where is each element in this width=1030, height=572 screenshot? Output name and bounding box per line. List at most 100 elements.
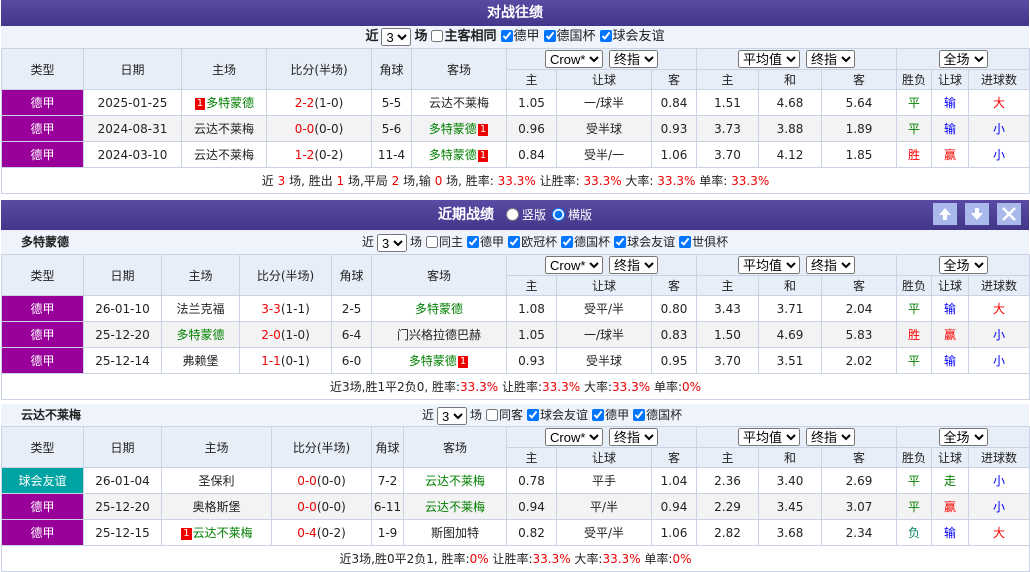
view-option[interactable]: 竖版 — [500, 208, 546, 222]
odds-select[interactable]: 终指 — [609, 50, 658, 68]
odds-select[interactable]: 平均值 — [738, 256, 800, 274]
odds-select[interactable]: 终指 — [806, 428, 855, 446]
odds-select[interactable]: 终指 — [609, 428, 658, 446]
view-options: 竖版 横版 — [500, 208, 592, 222]
corners: 11-4 — [371, 141, 412, 168]
checkbox[interactable] — [426, 236, 439, 248]
full-score: 2-0 — [261, 327, 281, 342]
count-select[interactable]: 3 — [381, 27, 412, 46]
odds: 3.73 — [696, 115, 759, 142]
away-name: 多特蒙德 — [428, 148, 477, 162]
odds-select[interactable]: 全场 — [938, 50, 988, 68]
result: 大 — [968, 295, 1030, 322]
home-name: 法兰克福 — [176, 302, 225, 316]
half-score: (0-0) — [316, 473, 346, 488]
summary: 近3场,胜0平2负1, 胜率:0% 让胜率:33.3% 大率:33.3% 单率:… — [0, 545, 1030, 572]
summary-row: 近 3 场, 胜出 1 场,平局 2 场,输 0 场, 胜率: 33.3% 让胜… — [0, 167, 1030, 194]
move-down-button[interactable] — [965, 203, 989, 225]
odds-group-header: 平均值 终指 — [695, 254, 898, 276]
summary-part: 0% — [681, 380, 702, 394]
team-row: 云达不莱梅 近 3 场 同客 球会友谊 德甲 德国杯 — [1, 404, 1029, 426]
odds-select[interactable]: 终指 — [806, 50, 855, 68]
score: 1-2(0-2) — [266, 141, 372, 168]
score: 0-0(0-0) — [271, 467, 372, 494]
filter-check[interactable]: 德甲 — [588, 408, 629, 422]
sub-column-header: 主 — [696, 69, 759, 90]
filter-check[interactable]: 德国杯 — [629, 408, 682, 422]
away-name: 多特蒙德 — [408, 354, 457, 368]
odds: 1.05 — [506, 321, 557, 348]
close-button[interactable] — [997, 203, 1021, 225]
filter-check[interactable]: 球会友谊 — [596, 29, 665, 44]
odds: 一/球半 — [556, 89, 652, 116]
odds-select[interactable]: 平均值 — [738, 428, 800, 446]
summary-part: 33.3% — [583, 174, 622, 188]
count-select[interactable]: 3 — [377, 233, 408, 252]
sub-column-header: 进球数 — [968, 447, 1030, 468]
odds-select[interactable]: 平均值 — [738, 50, 800, 68]
radio[interactable] — [552, 208, 565, 221]
checkbox[interactable] — [592, 409, 605, 421]
count-select[interactable]: 3 — [437, 406, 468, 425]
summary-part: 0 — [434, 174, 443, 188]
move-up-button[interactable] — [933, 203, 957, 225]
result: 负 — [896, 519, 933, 546]
odds: 0.78 — [506, 467, 557, 494]
filter-check[interactable]: 德甲 — [463, 235, 504, 249]
match-type: 球会友谊 — [1, 467, 84, 494]
filter-check[interactable]: 世俱杯 — [675, 235, 728, 249]
filter-check[interactable]: 德甲 — [497, 29, 540, 44]
team-badge: 1 — [457, 356, 469, 368]
sub-column-header: 让球 — [556, 69, 652, 90]
checkbox[interactable] — [486, 409, 499, 421]
check-label: 德国杯 — [556, 29, 596, 44]
odds: 4.68 — [758, 89, 822, 116]
result: 平 — [896, 115, 933, 142]
odds-select[interactable]: Crow* — [545, 428, 603, 446]
odds-select[interactable]: Crow* — [545, 50, 603, 68]
filter-check[interactable]: 主客相同 — [427, 29, 497, 44]
checkbox[interactable] — [467, 236, 480, 248]
odds: 3.70 — [696, 141, 759, 168]
filter-check[interactable]: 德国杯 — [540, 29, 596, 44]
radio[interactable] — [505, 208, 519, 221]
filter-check[interactable]: 欧冠杯 — [504, 235, 557, 249]
filter-check[interactable]: 球会友谊 — [523, 408, 588, 422]
odds: 4.69 — [758, 321, 822, 348]
checkbox[interactable] — [543, 30, 556, 42]
checkbox[interactable] — [561, 236, 574, 248]
checkbox[interactable] — [599, 30, 612, 42]
filter-check[interactable]: 球会友谊 — [610, 235, 675, 249]
checkbox[interactable] — [633, 409, 646, 421]
corners: 6-4 — [331, 321, 372, 348]
score: 1-1(0-1) — [239, 347, 332, 374]
check-label: 德甲 — [480, 235, 505, 249]
checkbox[interactable] — [431, 30, 444, 42]
summary-part: 33.3% — [460, 380, 499, 394]
checkbox[interactable] — [614, 236, 627, 248]
away-name: 门兴格拉德巴赫 — [396, 328, 481, 342]
summary-part: 近3场,胜0平2负1, 胜率: — [339, 552, 470, 566]
odds-select[interactable]: Crow* — [545, 256, 603, 274]
filter-check[interactable]: 德国杯 — [557, 235, 610, 249]
filter-check[interactable]: 同主 — [422, 235, 463, 249]
odds: 一/球半 — [556, 321, 652, 348]
away-team: 多特蒙德 1 — [371, 347, 507, 374]
score: 2-2(1-0) — [266, 89, 372, 116]
checkbox[interactable] — [679, 236, 692, 248]
summary-part: 33.3% — [657, 174, 696, 188]
team-name: 云达不莱梅 — [21, 408, 82, 422]
checkbox[interactable] — [508, 236, 521, 248]
summary-part: 33.3% — [602, 552, 641, 566]
half-score: (0-0) — [316, 499, 346, 514]
header-row: 类型 日期 主场 比分(半场) 角球 客场 Crow* 终指 平均值 终指 全场 — [1, 254, 1030, 296]
filter-check[interactable]: 同客 — [482, 408, 523, 422]
odds-select[interactable]: 全场 — [938, 428, 988, 446]
checkbox[interactable] — [500, 30, 513, 42]
odds-select[interactable]: 全场 — [938, 256, 988, 274]
checkbox[interactable] — [527, 409, 540, 421]
odds-select[interactable]: 终指 — [806, 256, 855, 274]
view-option[interactable]: 横版 — [546, 208, 592, 222]
odds-select[interactable]: 终指 — [609, 256, 658, 274]
